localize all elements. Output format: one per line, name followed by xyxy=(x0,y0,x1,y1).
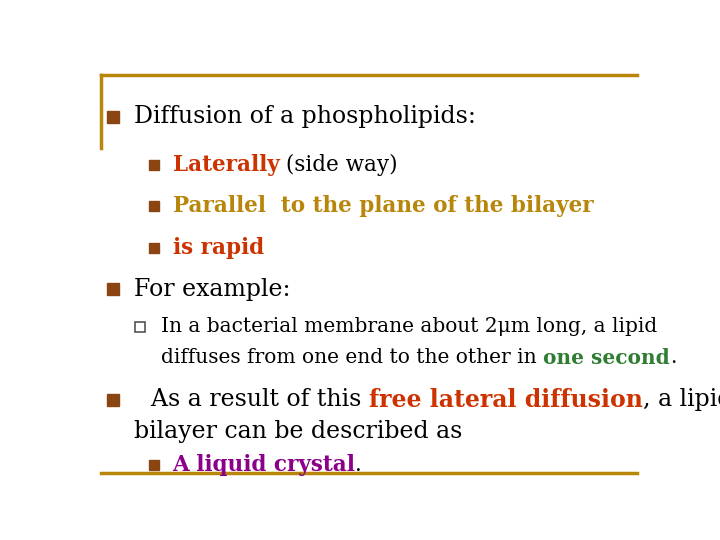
Text: (side way): (side way) xyxy=(279,153,398,176)
Text: Parallel  to the plane of the bilayer: Parallel to the plane of the bilayer xyxy=(173,195,593,217)
Text: .: . xyxy=(356,454,362,476)
Text: .: . xyxy=(670,348,677,367)
Text: As a result of this: As a result of this xyxy=(136,388,369,411)
Text: one second: one second xyxy=(544,348,670,368)
Text: In a bacterial membrane about 2μm long, a lipid: In a bacterial membrane about 2μm long, … xyxy=(161,318,657,336)
Text: Diffusion of a phospholipids:: Diffusion of a phospholipids: xyxy=(133,105,475,129)
Text: A liquid crystal: A liquid crystal xyxy=(173,454,356,476)
Text: diffuses from one end to the other in: diffuses from one end to the other in xyxy=(161,348,544,367)
Text: free lateral diffusion: free lateral diffusion xyxy=(369,388,642,411)
Text: Laterally: Laterally xyxy=(173,153,279,176)
Text: bilayer can be described as: bilayer can be described as xyxy=(133,420,462,443)
Text: For example:: For example: xyxy=(133,278,290,301)
Text: is rapid: is rapid xyxy=(173,237,264,259)
Text: , a lipid: , a lipid xyxy=(642,388,720,411)
